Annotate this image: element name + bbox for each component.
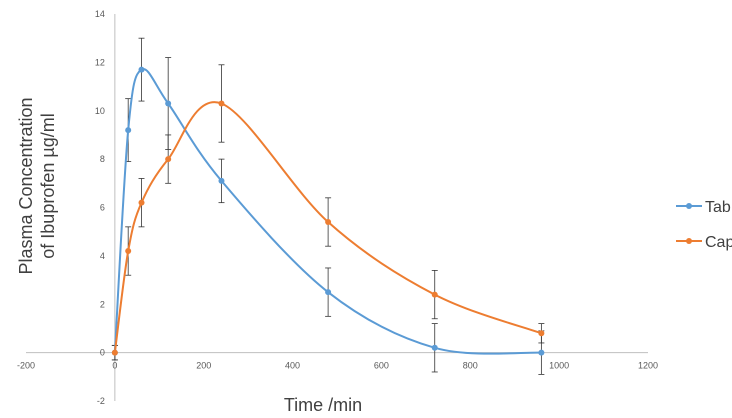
data-points — [111, 66, 545, 356]
data-point-tab — [325, 289, 332, 296]
y-tick-labels: -2 0 2 4 6 8 10 12 14 — [95, 9, 105, 406]
y-tick-label: 0 — [100, 348, 105, 358]
y-tick-label: 10 — [95, 106, 105, 116]
data-point-cap — [218, 100, 225, 107]
legend-label-tab: Tab — [705, 199, 731, 216]
x-tick-label: 600 — [374, 361, 389, 371]
x-tick-label: 1000 — [549, 361, 569, 371]
legend-item-tab: Tab — [676, 199, 731, 216]
legend-marker-tab — [686, 203, 692, 209]
y-tick-label: 12 — [95, 57, 105, 67]
x-axis-label: Time /min — [284, 395, 362, 415]
data-point-tab — [138, 66, 145, 73]
y-tick-label: 4 — [100, 251, 105, 261]
data-point-cap — [431, 291, 438, 298]
x-tick-label: 800 — [463, 361, 478, 371]
x-tick-label: 0 — [112, 361, 117, 371]
y-tick-label: 6 — [100, 203, 105, 213]
data-point-tab — [218, 177, 225, 184]
data-point-cap — [538, 330, 545, 337]
legend: Tab Cap — [676, 199, 732, 251]
y-axis-label-line-2: of Ibuprofen µg/ml — [38, 113, 58, 258]
x-tick-label: 400 — [285, 361, 300, 371]
data-point-cap — [111, 349, 118, 356]
legend-label-cap: Cap — [705, 234, 732, 251]
y-tick-label: 14 — [95, 9, 105, 19]
legend-marker-cap — [686, 238, 692, 244]
data-point-tab — [431, 344, 438, 351]
y-tick-label: -2 — [97, 396, 105, 406]
x-tick-label: -200 — [17, 361, 35, 371]
x-tick-labels: -200 0 200 400 600 800 1000 1200 — [17, 361, 658, 371]
y-axis-label-line-1: Plasma Concentration — [16, 97, 36, 274]
x-tick-label: 200 — [196, 361, 211, 371]
data-point-cap — [138, 199, 145, 206]
x-tick-label: 1200 — [638, 361, 658, 371]
data-point-tab — [538, 349, 545, 356]
data-point-tab — [125, 127, 132, 134]
axes — [26, 14, 648, 401]
series-lines — [113, 68, 542, 355]
data-point-tab — [165, 100, 172, 107]
series-line-tab — [113, 68, 542, 355]
data-point-cap — [125, 248, 132, 255]
data-point-cap — [165, 156, 172, 163]
y-tick-label: 2 — [100, 299, 105, 309]
series-line-cap — [113, 101, 542, 353]
legend-item-cap: Cap — [676, 234, 732, 251]
data-point-cap — [325, 219, 332, 226]
error-bars — [111, 37, 545, 375]
y-tick-label: 8 — [100, 154, 105, 164]
